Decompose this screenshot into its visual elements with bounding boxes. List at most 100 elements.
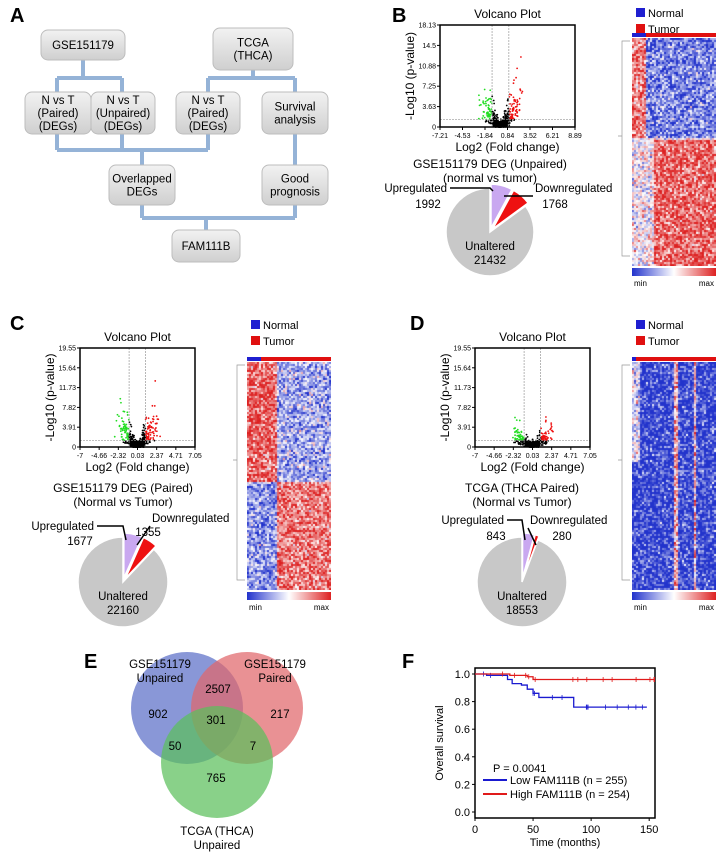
y-axis-label: -Log10 (p-value) [43, 353, 57, 441]
y-tick-label: 7.82 [62, 405, 76, 412]
y-tick-label: 15.64 [453, 365, 471, 372]
volcano-point [545, 442, 548, 445]
color-scale-max: max [699, 603, 714, 612]
x-axis-label: Log2 (Fold change) [455, 140, 559, 154]
volcano-point [159, 435, 162, 438]
volcano-point [506, 99, 509, 102]
x-tick-label: 3.52 [523, 133, 537, 140]
pie-leader-line [450, 187, 494, 192]
y-tick-label: 0.4 [455, 752, 470, 764]
volcano-point [518, 431, 521, 434]
volcano-point [504, 110, 507, 112]
volcano-point [503, 112, 506, 115]
volcano-point [484, 120, 487, 123]
volcano-point [151, 417, 154, 420]
pie-slice-unaltered [476, 536, 568, 628]
y-tick-label: 11.73 [454, 385, 471, 392]
volcano-point [143, 429, 146, 432]
volcano-point [536, 437, 539, 440]
volcano-point [520, 92, 523, 94]
panel-label-d: D [410, 313, 424, 335]
volcano-point [496, 113, 499, 116]
volcano-point [545, 416, 547, 418]
legend-swatch-normal [251, 320, 260, 329]
volcano-point [154, 429, 157, 432]
flow-box-shape [175, 91, 241, 135]
x-tick-label: 0.03 [526, 453, 540, 460]
volcano-point [118, 424, 121, 427]
volcano-point [153, 439, 156, 442]
color-scale-min: min [634, 603, 647, 612]
y-axis-label: -Log10 (p-value) [403, 32, 417, 120]
pie-slice-upregulated [490, 183, 513, 229]
flow-box-shape [90, 91, 156, 135]
pie-value-unaltered: 22160 [107, 605, 139, 617]
volcano-point [477, 117, 480, 120]
venn-count-unpaired-tcga: 50 [169, 741, 182, 753]
volcano-point [529, 440, 532, 443]
legend-label-tumor: Tumor [263, 336, 295, 348]
volcano-point [151, 404, 154, 407]
volcano-point [142, 437, 145, 440]
volcano-point [490, 98, 493, 101]
volcano-point [505, 116, 508, 119]
volcano-point [482, 101, 485, 104]
pie-label-upregulated: Upregulated [384, 183, 447, 195]
volcano-point [149, 431, 151, 434]
pie-value-upregulated: 843 [486, 531, 505, 543]
panel-label-f: F [402, 651, 414, 673]
volcano-point [545, 419, 547, 422]
pie-title: (Normal vs Tumor) [73, 495, 172, 509]
volcano-point [503, 123, 506, 126]
volcano-point [505, 104, 508, 107]
panel-label-a: A [10, 5, 24, 27]
legend-swatch-tumor [636, 24, 645, 33]
x-tick-label: 2.37 [545, 453, 559, 460]
flowchart: GSE151179 TCGA(THCA)N vs T(Paired)(DEGs)N… [24, 27, 329, 263]
volcano-point [130, 444, 133, 447]
y-tick-label: 10.88 [418, 63, 436, 70]
volcano-point [539, 442, 542, 445]
x-tick-label: 4.71 [169, 453, 183, 460]
volcano-point [542, 435, 544, 437]
volcano-point [494, 124, 497, 127]
volcano-point [529, 442, 532, 445]
volcano-point [488, 110, 491, 113]
volcano-point [514, 100, 517, 103]
color-scale-bar [632, 592, 716, 600]
volcano-point [550, 425, 553, 428]
flow-box-tcga: TCGA(THCA) [212, 27, 294, 71]
volcano-point [150, 426, 153, 428]
venn-count-unpaired-paired: 2507 [205, 684, 231, 696]
y-tick-label: 0.6 [455, 724, 470, 736]
volcano-point [544, 431, 547, 434]
volcano-title: Volcano Plot [499, 330, 566, 344]
sample-annotation-bar [632, 33, 716, 37]
pie-chart-C-pie: GSE151179 DEG (Paired)(Normal vs Tumor) U… [31, 481, 229, 628]
flow-connectors [55, 60, 297, 230]
volcano-point [123, 423, 126, 426]
volcano-point [139, 437, 142, 440]
volcano-point [508, 93, 511, 96]
volcano-point [518, 434, 521, 437]
volcano-point [506, 121, 509, 124]
volcano-point [493, 113, 495, 116]
flow-box-text: DEGs [127, 187, 158, 199]
volcano-point [489, 119, 492, 122]
y-tick-label: 15.64 [58, 365, 76, 372]
km-curve-high [475, 673, 655, 681]
volcano-point [136, 444, 139, 447]
volcano-point [478, 104, 481, 107]
km-legend-label: High FAM111B (n = 254) [510, 789, 630, 801]
x-tick-label: -1.84 [477, 133, 493, 140]
x-tick-label: 7.05 [188, 453, 202, 460]
legend-swatch-tumor [251, 336, 260, 345]
volcano-point [536, 434, 539, 437]
volcano-point [149, 429, 152, 431]
volcano-frame [474, 347, 591, 448]
volcano-point [541, 441, 544, 444]
volcano-point [519, 433, 522, 436]
volcano-point [514, 112, 517, 115]
flow-box-text: Good [281, 174, 309, 186]
